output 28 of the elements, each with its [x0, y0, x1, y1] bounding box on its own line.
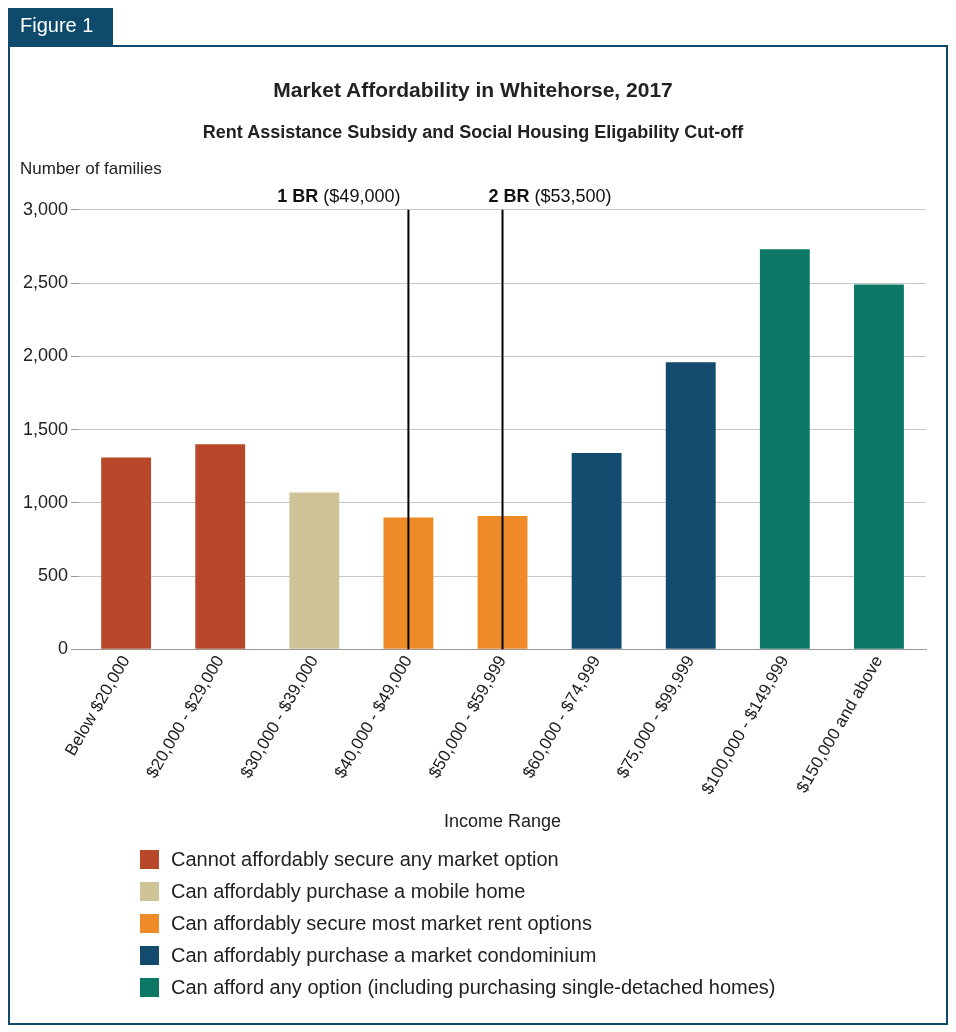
y-tick-label: 1,000 — [23, 491, 69, 512]
y-tick-label: 1,500 — [23, 418, 69, 439]
bar — [289, 492, 340, 649]
y-axis-title: Number of families — [20, 158, 162, 178]
bar — [571, 452, 622, 649]
bar — [854, 284, 904, 649]
legend-label: Can affordably purchase a market condominium — [171, 943, 597, 968]
legend-label: Can affordably secure most market rent options — [171, 911, 592, 936]
bar — [195, 444, 246, 649]
ref-line-label: 1 BR ($49,000) — [277, 185, 401, 206]
bar — [101, 457, 152, 649]
legend-label: Cannot affordably secure any market option — [171, 847, 559, 872]
y-tick-label: 2,500 — [23, 272, 69, 293]
bar — [477, 515, 528, 649]
x-axis-title: Income Range — [443, 811, 562, 832]
bar — [759, 249, 810, 649]
chart-title: Market Affordability in Whitehorse, 2017 — [273, 78, 673, 102]
legend-label: Can affordably purchase a mobile home — [171, 879, 526, 904]
y-tick-label: 3,000 — [23, 198, 69, 219]
caption: Figure 1 — [8, 8, 114, 45]
y-tick-label: 2,000 — [23, 345, 69, 366]
y-tick-label: 0 — [58, 638, 69, 659]
ref-line-label: 2 BR ($53,500) — [488, 185, 612, 206]
chart-subtitle: Rent Assistance Subsidy and Social Housing Eligability Cut-off — [202, 121, 745, 142]
bar — [665, 362, 716, 649]
bar — [383, 517, 434, 649]
legend-label: Can afford any option (including purchasing single-detached homes) — [171, 975, 776, 1000]
y-tick-label: 500 — [38, 565, 69, 586]
